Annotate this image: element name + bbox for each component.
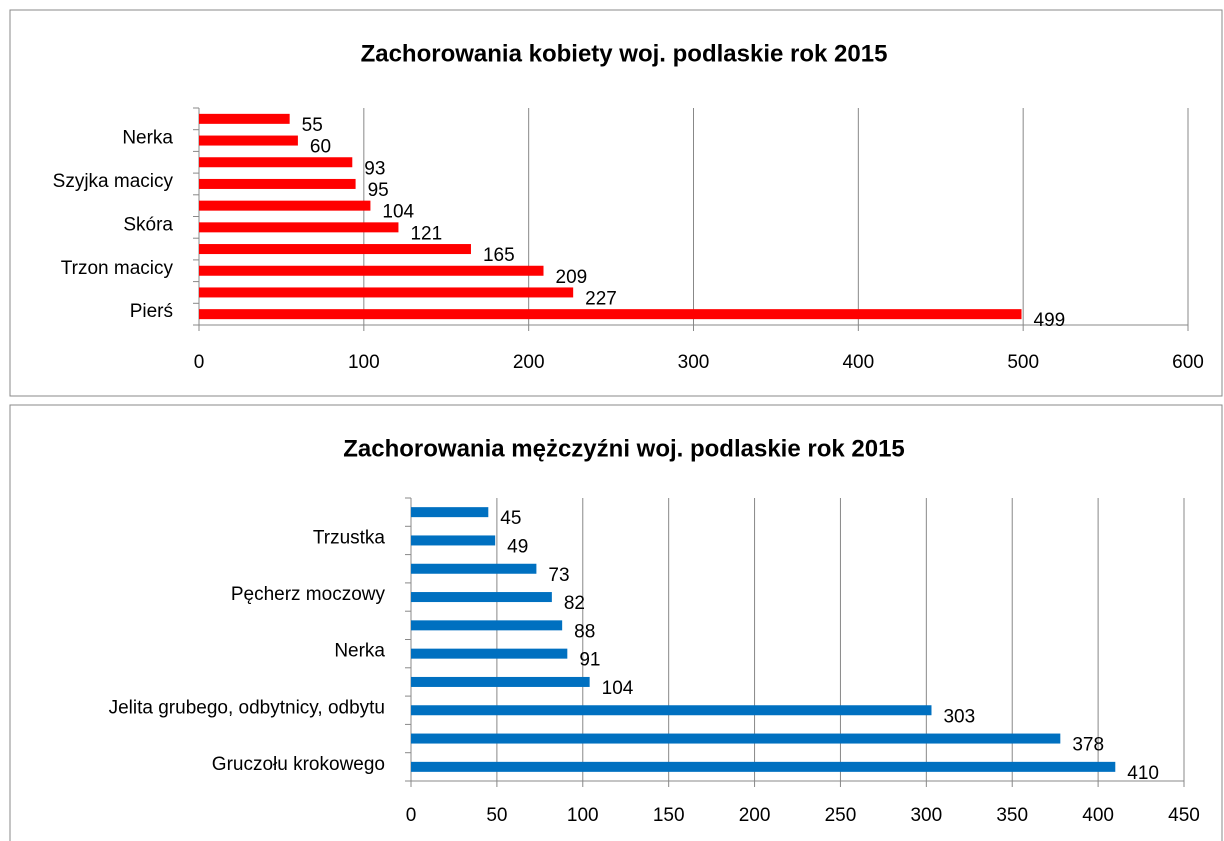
x-tick-label: 200 <box>513 352 545 373</box>
bar <box>411 507 489 518</box>
data-label: 227 <box>585 288 617 309</box>
x-tick-label: 400 <box>842 352 874 373</box>
bar <box>411 733 1061 744</box>
bar <box>199 135 298 146</box>
y-tick-label: Nerka <box>122 128 173 149</box>
x-tick-label: 100 <box>567 805 599 826</box>
chart-title: Zachorowania mężczyźni woj. podlaskie ro… <box>343 435 905 462</box>
data-label: 410 <box>1127 763 1159 784</box>
chart-frame <box>9 404 1223 841</box>
data-label: 93 <box>364 158 385 179</box>
bar <box>411 563 537 574</box>
y-tick-label: Pęcherz moczowy <box>231 584 386 605</box>
x-tick-label: 250 <box>825 805 857 826</box>
y-tick-label: Szyjka macicy <box>53 171 174 192</box>
data-label: 60 <box>310 137 331 158</box>
data-label: 45 <box>500 508 521 529</box>
data-label: 104 <box>382 202 414 223</box>
bar <box>411 761 1116 772</box>
data-label: 49 <box>507 536 528 557</box>
bar <box>411 535 496 546</box>
data-label: 121 <box>410 223 442 244</box>
bar <box>411 676 590 687</box>
data-label: 95 <box>368 180 389 201</box>
x-tick-label: 0 <box>406 805 417 826</box>
bar <box>411 705 932 716</box>
y-tick-label: Jelita grubego, odbytnicy, odbytu <box>109 697 385 718</box>
x-tick-label: 350 <box>996 805 1028 826</box>
data-label: 209 <box>556 267 588 288</box>
chart-title: Zachorowania kobiety woj. podlaskie rok … <box>361 40 888 67</box>
data-label: 104 <box>602 678 634 699</box>
x-tick-label: 200 <box>739 805 771 826</box>
x-tick-label: 0 <box>194 352 205 373</box>
x-tick-label: 50 <box>486 805 507 826</box>
y-tick-label: Nerka <box>334 641 385 662</box>
y-tick-label: Trzustka <box>313 527 386 548</box>
bar <box>411 592 552 603</box>
bar <box>199 222 399 233</box>
x-tick-label: 300 <box>910 805 942 826</box>
bar <box>199 287 574 298</box>
y-tick-label: Skóra <box>123 214 173 235</box>
chart-frame <box>9 9 1223 397</box>
y-tick-label: Pierś <box>130 301 173 322</box>
x-tick-label: 150 <box>653 805 685 826</box>
bar <box>199 157 353 168</box>
bar <box>199 309 1022 320</box>
y-tick-label: Gruczołu krokowego <box>212 754 385 775</box>
data-label: 378 <box>1072 735 1104 756</box>
data-label: 55 <box>302 115 323 136</box>
bar <box>199 200 371 211</box>
bar <box>199 265 544 276</box>
bar <box>411 648 568 659</box>
x-tick-label: 500 <box>1007 352 1039 373</box>
x-tick-label: 600 <box>1172 352 1204 373</box>
data-label: 88 <box>574 621 595 642</box>
y-tick-label: Trzon macicy <box>61 258 174 279</box>
bar <box>199 178 356 189</box>
data-label: 73 <box>548 565 569 586</box>
data-label: 91 <box>579 650 600 671</box>
bar <box>411 620 563 631</box>
data-label: 165 <box>483 245 515 266</box>
bar <box>199 113 290 124</box>
x-tick-label: 100 <box>348 352 380 373</box>
x-tick-label: 400 <box>1082 805 1114 826</box>
data-label: 303 <box>943 706 975 727</box>
data-label: 499 <box>1034 310 1066 331</box>
x-tick-label: 450 <box>1168 805 1200 826</box>
data-label: 82 <box>564 593 585 614</box>
bar <box>199 244 471 255</box>
x-tick-label: 300 <box>678 352 710 373</box>
